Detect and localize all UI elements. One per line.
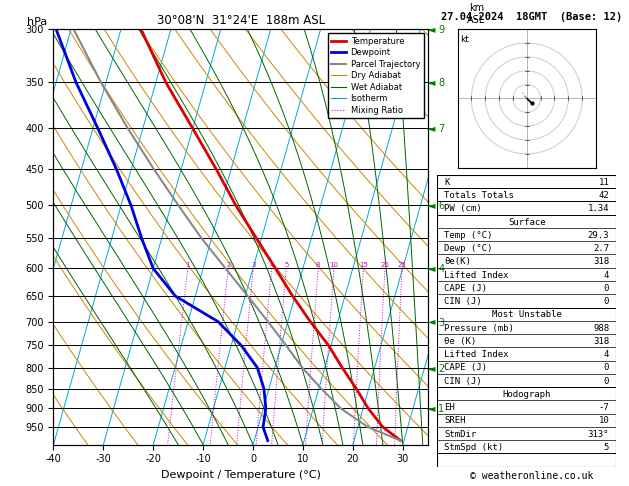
Text: StmSpd (kt): StmSpd (kt) — [444, 443, 503, 452]
Text: 8: 8 — [316, 262, 321, 268]
Text: 15: 15 — [359, 262, 368, 268]
Text: SREH: SREH — [444, 417, 466, 425]
Text: 313°: 313° — [587, 430, 610, 438]
Text: EH: EH — [444, 403, 455, 412]
Text: 20: 20 — [381, 262, 389, 268]
Text: ◄: ◄ — [428, 263, 435, 274]
Text: ◄: ◄ — [428, 363, 435, 373]
Text: 318: 318 — [593, 337, 610, 346]
Text: ◄: ◄ — [428, 77, 435, 87]
Text: StmDir: StmDir — [444, 430, 477, 438]
Text: 4: 4 — [604, 350, 610, 359]
Text: Hodograph: Hodograph — [503, 390, 551, 399]
Text: θe(K): θe(K) — [444, 257, 471, 266]
Text: 42: 42 — [599, 191, 610, 200]
Text: 2: 2 — [226, 262, 230, 268]
Text: Lifted Index: Lifted Index — [444, 271, 509, 279]
X-axis label: Dewpoint / Temperature (°C): Dewpoint / Temperature (°C) — [160, 470, 321, 480]
Text: 10: 10 — [599, 417, 610, 425]
Text: CAPE (J): CAPE (J) — [444, 364, 487, 372]
Text: 988: 988 — [593, 324, 610, 332]
Text: 4: 4 — [604, 271, 610, 279]
Text: Totals Totals: Totals Totals — [444, 191, 514, 200]
Text: CIN (J): CIN (J) — [444, 377, 482, 385]
Text: 25: 25 — [398, 262, 406, 268]
Text: Most Unstable: Most Unstable — [492, 310, 562, 319]
Text: 29.3: 29.3 — [587, 231, 610, 240]
Text: ◄: ◄ — [428, 403, 435, 413]
Text: 2.7: 2.7 — [593, 244, 610, 253]
Title: 30°08'N  31°24'E  188m ASL: 30°08'N 31°24'E 188m ASL — [157, 14, 325, 27]
Text: © weatheronline.co.uk: © weatheronline.co.uk — [470, 471, 593, 481]
Text: 1: 1 — [186, 262, 190, 268]
Text: K: K — [444, 178, 450, 187]
Text: 0: 0 — [604, 377, 610, 385]
Text: ◄: ◄ — [428, 24, 435, 34]
Text: θe (K): θe (K) — [444, 337, 477, 346]
Text: 0: 0 — [604, 364, 610, 372]
Text: PW (cm): PW (cm) — [444, 204, 482, 213]
Text: 5: 5 — [604, 443, 610, 452]
Text: hPa: hPa — [27, 17, 48, 27]
Text: 10: 10 — [330, 262, 338, 268]
Text: 1.34: 1.34 — [587, 204, 610, 213]
Text: Surface: Surface — [508, 218, 545, 226]
Text: Lifted Index: Lifted Index — [444, 350, 509, 359]
Text: 4: 4 — [269, 262, 274, 268]
Text: CIN (J): CIN (J) — [444, 297, 482, 306]
Text: CAPE (J): CAPE (J) — [444, 284, 487, 293]
Text: 0: 0 — [604, 297, 610, 306]
Text: 318: 318 — [593, 257, 610, 266]
Text: 5: 5 — [284, 262, 289, 268]
Text: kt: kt — [460, 35, 469, 44]
Text: 3: 3 — [251, 262, 255, 268]
Text: Dewp (°C): Dewp (°C) — [444, 244, 493, 253]
Text: ◄: ◄ — [428, 316, 435, 327]
Text: ◄: ◄ — [428, 200, 435, 210]
Text: Temp (°C): Temp (°C) — [444, 231, 493, 240]
Text: 27.04.2024  18GMT  (Base: 12): 27.04.2024 18GMT (Base: 12) — [441, 12, 622, 22]
Text: 0: 0 — [604, 284, 610, 293]
Legend: Temperature, Dewpoint, Parcel Trajectory, Dry Adiabat, Wet Adiabat, Isotherm, Mi: Temperature, Dewpoint, Parcel Trajectory… — [328, 34, 423, 118]
Text: ◄: ◄ — [428, 123, 435, 134]
Text: -7: -7 — [599, 403, 610, 412]
Text: Pressure (mb): Pressure (mb) — [444, 324, 514, 332]
Text: 11: 11 — [599, 178, 610, 187]
Text: km
ASL: km ASL — [467, 3, 486, 25]
